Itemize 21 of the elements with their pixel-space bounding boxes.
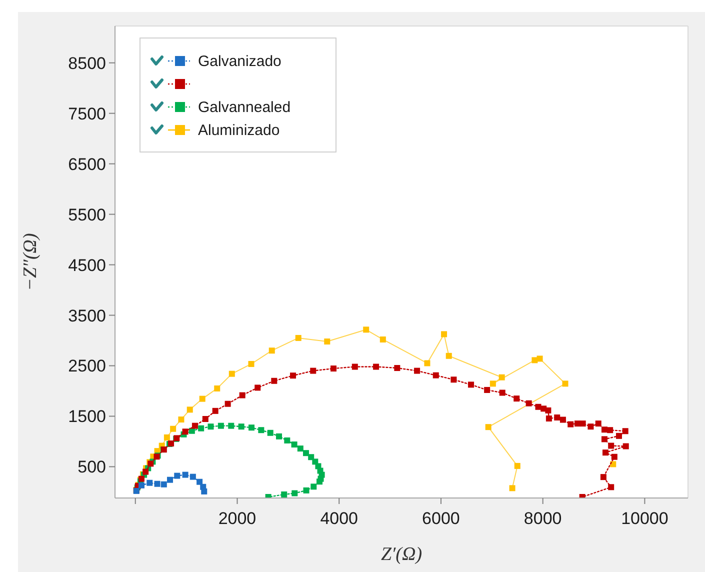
point	[509, 485, 516, 492]
x-tick-label: 10000	[621, 509, 668, 528]
y-tick-label: 6500	[68, 154, 106, 174]
x-tick-label: 2000	[218, 509, 256, 528]
y-tick-label: 1500	[68, 407, 106, 426]
legend-label: Galvanizado	[198, 53, 282, 70]
x-tick-label: 4000	[320, 509, 358, 528]
y-tick-label: 5500	[68, 205, 106, 224]
y-tick-label: 8500	[68, 54, 106, 73]
y-tick-label: 3500	[68, 306, 106, 326]
x-axis-title: Z′(Ω)	[380, 544, 422, 565]
y-tick-label: 7500	[68, 104, 106, 124]
legend-label: Aluminizado	[198, 122, 280, 139]
legend-label: Galvannealed	[198, 99, 291, 116]
y-tick-label: 500	[78, 458, 106, 477]
y-tick-label: 2500	[68, 356, 106, 376]
y-tick-label: 4500	[68, 256, 106, 275]
point	[201, 488, 208, 494]
y-axis-title: −Z″(Ω)	[20, 233, 41, 291]
x-tick-label: 6000	[422, 509, 460, 528]
x-tick-label: 8000	[524, 509, 562, 528]
